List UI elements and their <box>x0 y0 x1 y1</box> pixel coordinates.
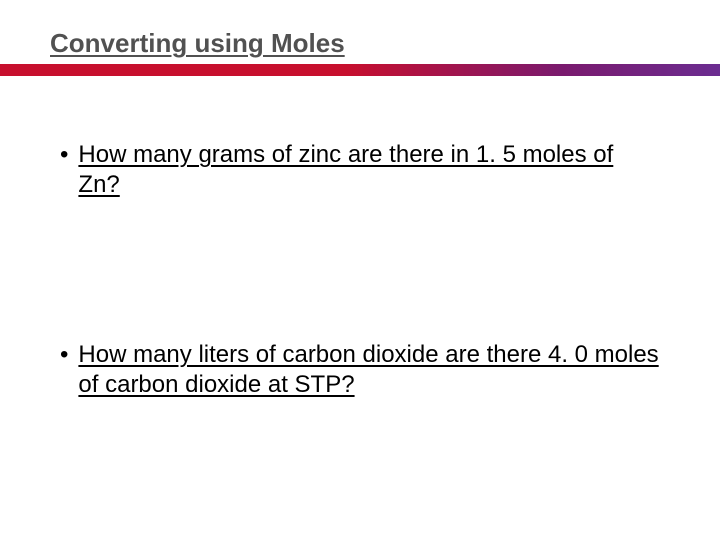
bullet-dot: • <box>60 340 68 370</box>
slide-body: • How many grams of zinc are there in 1.… <box>60 140 660 540</box>
bullet-item: • How many liters of carbon dioxide are … <box>60 340 660 400</box>
accent-bar <box>0 64 720 76</box>
bullet-text: How many liters of carbon dioxide are th… <box>78 340 660 400</box>
slide: Converting using Moles • How many grams … <box>0 0 720 540</box>
bullet-text: How many grams of zinc are there in 1. 5… <box>78 140 660 200</box>
bullet-dot: • <box>60 140 68 170</box>
slide-title: Converting using Moles <box>50 28 345 59</box>
bullet-item: • How many grams of zinc are there in 1.… <box>60 140 660 200</box>
